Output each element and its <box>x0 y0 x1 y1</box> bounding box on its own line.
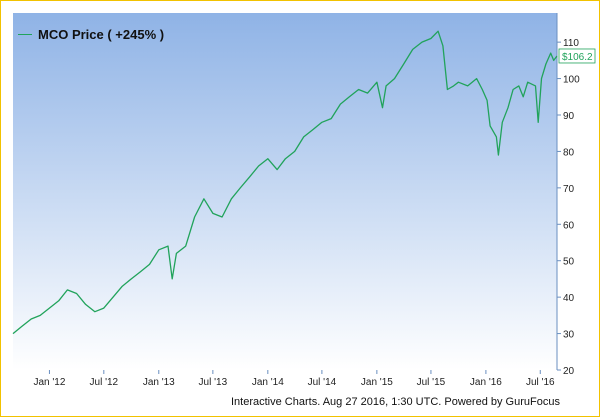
legend-swatch <box>18 34 32 35</box>
y-tick-label: 40 <box>563 293 575 304</box>
legend: MCO Price ( +245% ) <box>18 27 164 42</box>
y-tick-label: 30 <box>563 330 575 341</box>
plot-area <box>13 13 557 370</box>
y-tick-label: 100 <box>563 75 580 86</box>
y-tick-label: 80 <box>563 147 575 158</box>
x-tick-label: Jan '14 <box>252 377 284 388</box>
y-tick-label: 70 <box>563 184 575 195</box>
series-line <box>12 30 558 335</box>
y-tick-label: 110 <box>563 38 579 49</box>
last-value-box <box>558 48 596 64</box>
y-tick-label: 90 <box>563 111 575 122</box>
x-tick-label: Jan '13 <box>143 377 175 388</box>
y-tick-label: 50 <box>563 257 575 268</box>
x-tick-label: Jan '16 <box>470 377 502 388</box>
x-tick-label: Jul '16 <box>526 377 555 388</box>
x-tick-label: Jul '13 <box>199 377 228 388</box>
last-value-label: $106.2 <box>562 52 593 63</box>
x-tick-label: Jul '12 <box>90 377 119 388</box>
x-tick-label: Jan '15 <box>361 377 393 388</box>
x-tick-label: Jul '14 <box>308 377 337 388</box>
y-tick-label: 60 <box>563 220 575 231</box>
legend-label: MCO Price ( +245% ) <box>38 27 165 42</box>
x-tick-label: Jul '15 <box>417 377 446 388</box>
footer-credit: Interactive Charts. Aug 27 2016, 1:30 UT… <box>231 396 560 408</box>
y-tick-label: 20 <box>563 366 575 377</box>
x-tick-label: Jan '12 <box>33 377 65 388</box>
